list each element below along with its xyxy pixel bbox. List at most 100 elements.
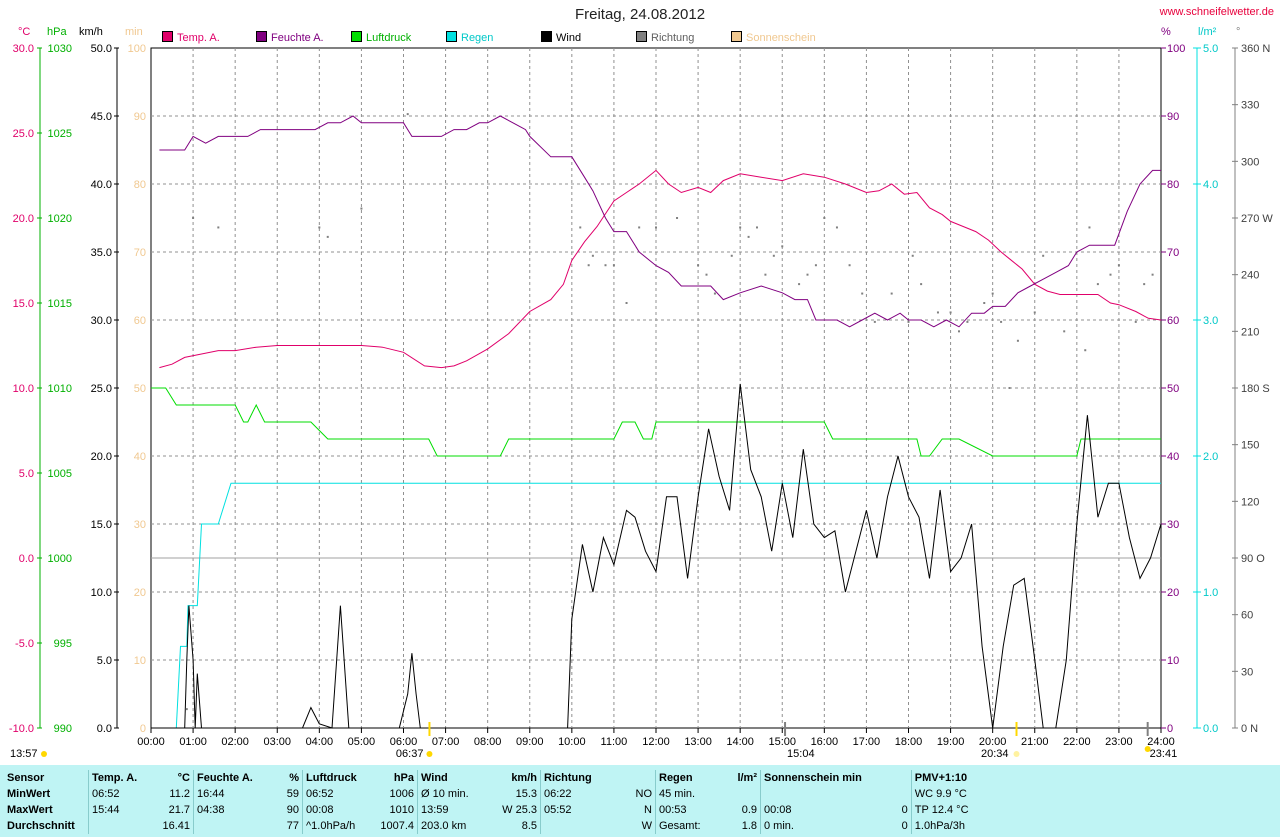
temp-tick-label: 25.0 [13,128,34,140]
hdr-pmv: PMV+1:10 [910,770,998,786]
sun-tick-label: 90 [134,111,146,123]
direction-dot [676,217,679,219]
direction-tick-label: 120 [1241,496,1259,508]
direction-tick-label: 360 N [1241,43,1270,55]
now-marker: 13:57 [10,748,38,760]
cell [88,818,147,834]
cell: 8.5 [521,820,537,832]
direction-dot [579,226,582,229]
hdr-sun-unit [865,770,912,786]
wind-tick-label: 20.0 [91,451,112,463]
cell: 11.2 [169,788,190,800]
direction-dot [911,254,914,257]
cell [865,786,912,802]
direction-dot [625,302,628,304]
legend-swatch [162,31,173,42]
direction-dot [823,217,826,219]
wind-tick-label: 5.0 [97,655,112,667]
cell: 1.8 [741,820,757,832]
direction-tick-label: 90 O [1241,553,1265,565]
direction-dot [983,302,986,304]
direction-dot [185,708,188,711]
rain-tick-label: 4.0 [1203,179,1218,191]
direction-dot [848,264,851,267]
legend-direction: Richtung [636,31,694,45]
cell: 0 [901,820,908,832]
wind-tick-label: 35.0 [91,247,112,259]
weather-chart: 00:00 01:00 02:00 03:00 04:00 05:00 06:00 07:00… [9,43,1273,760]
wind-tick-label: 25.0 [91,383,112,395]
cell: 00:53 [655,802,714,818]
direction-dot [764,273,767,276]
pressure-tick-label: 1005 [48,468,72,480]
sun-tick-label: 30 [134,519,146,531]
direction-dot [1109,273,1112,276]
x-tick-label: 00:00 [137,736,165,748]
humidity-tick-label: 40 [1167,451,1179,463]
humidity-tick-label: 0 [1167,723,1173,735]
direction-dot [192,217,195,219]
direction-dot [835,226,838,229]
temp-tick-label: 0.0 [19,553,34,565]
pressure-tick-label: 1000 [48,553,72,565]
cell: 1010 [389,804,414,816]
humidity-tick-label: 80 [1167,179,1179,191]
stats-row: MinWert 06:52 11.2 16:44 59 06:52 1006 Ø 10… [4,786,998,802]
cell: 00:08 [302,802,369,818]
pressure-tick-label: 1025 [48,128,72,140]
cell: 16.41 [162,820,190,832]
direction-dot [1117,264,1120,267]
x-tick-label: 22:00 [1063,736,1091,748]
direction-dot [798,283,801,286]
wind-tick-label: 0.0 [97,723,112,735]
legend-swatch [351,31,362,42]
x-tick-label: 07:00 [432,736,460,748]
temp-tick-label: 20.0 [13,213,34,225]
hdr-rain-unit: l/m² [737,772,757,784]
site-link[interactable]: www.schneifelwetter.de [1159,6,1274,18]
x-tick-label: 14:00 [726,736,754,748]
direction-dot [1088,226,1091,229]
x-tick-label: 04:00 [306,736,334,748]
direction-tick-label: 60 [1241,610,1253,622]
grid [151,48,1161,728]
sun-tick-label: 70 [134,247,146,259]
cell: 1.0hPa/3h [910,818,998,834]
cell: 00:08 [759,802,865,818]
hdr-hum: Feuchte A. [193,770,256,786]
direction-dot [936,311,939,314]
x-tick-label: 17:00 [853,736,881,748]
hdr-press: Luftdruck [302,770,369,786]
direction-tick-label: 240 [1241,270,1259,282]
cell: 77 [286,820,299,832]
series-line-wind [151,383,1162,729]
direction-dot [326,235,329,238]
x-tick-label: 20:00 [979,736,1007,748]
direction-dot [1096,283,1099,286]
sunset-label: 20:34 [981,748,1009,760]
cell: 15.3 [515,788,537,800]
hdr-sun: Sonnenschein min [759,770,865,786]
direction-tick-label: 180 S [1241,383,1270,395]
sun-tick-label: 100 [128,43,146,55]
direction-dot [1016,339,1019,342]
x-tick-label: 05:00 [348,736,376,748]
x-tick-label: 10:00 [558,736,586,748]
x-tick-label: 02:00 [221,736,249,748]
direction-dot [861,292,864,295]
direction-dot [612,264,615,267]
humidity-tick-label: 10 [1167,655,1179,667]
hdr-temp-unit: °C [177,772,190,784]
cell: 13:59 [417,802,484,818]
unit-sun: min [125,26,143,38]
direction-dot [1000,320,1003,323]
cell: 21.7 [168,804,190,816]
x-tick-label: 03:00 [263,736,291,748]
moon-label: 23:41 [1150,748,1178,760]
marks-layer: 13:57 06:37 15:04 20:34 23:41 [10,113,1177,760]
cell: Ø 10 min. [417,786,484,802]
pressure-tick-label: 990 [54,723,72,735]
hdr-press-unit: hPa [393,772,414,784]
series-layer [151,115,1162,729]
humidity-tick-label: 70 [1167,247,1179,259]
